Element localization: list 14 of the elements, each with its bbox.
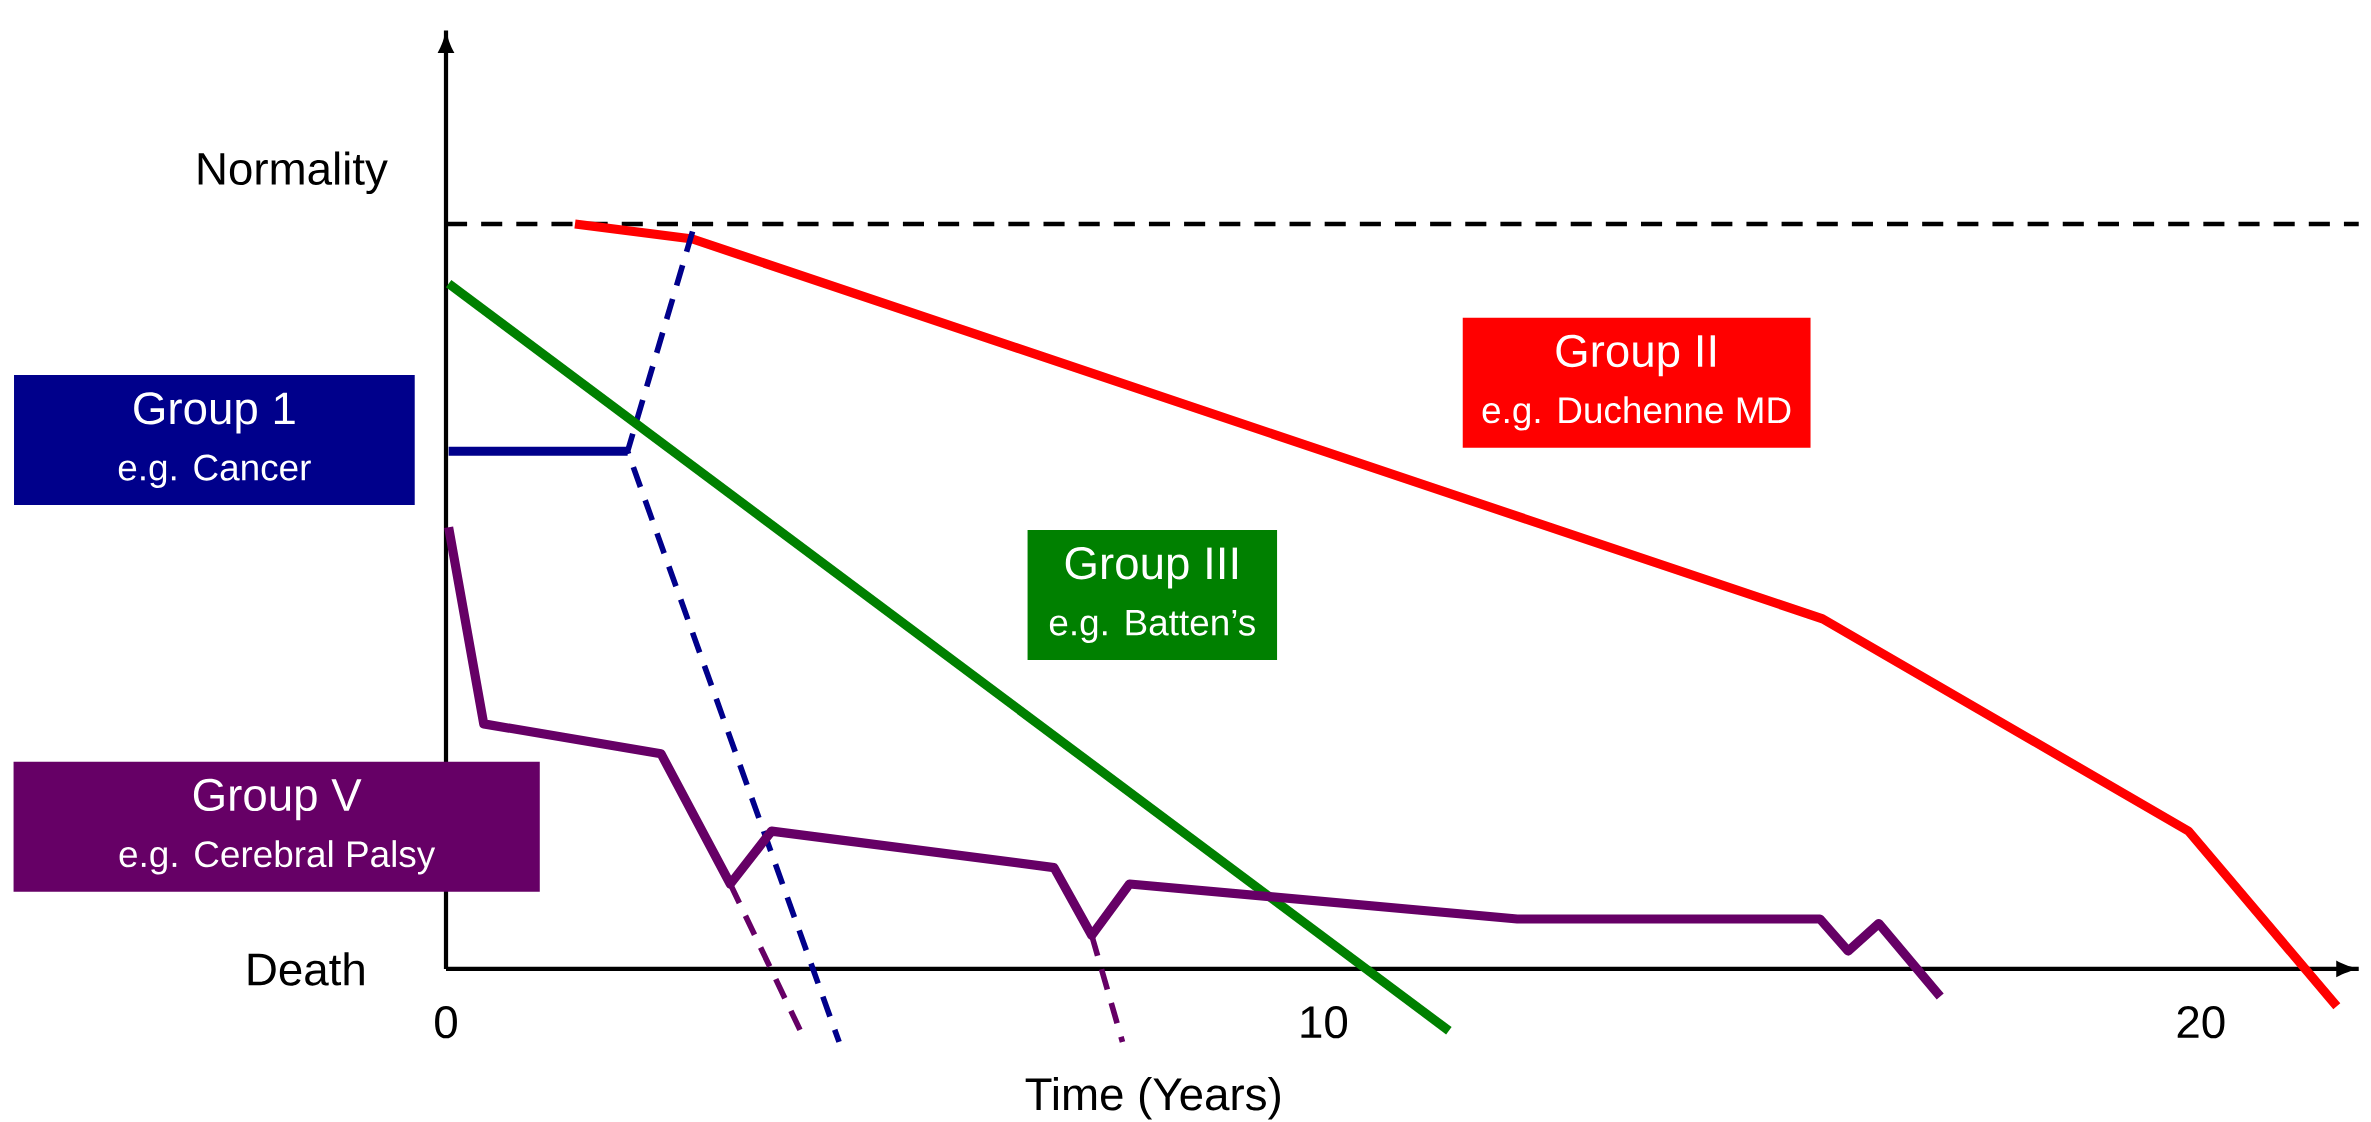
text: Group II [1556, 334, 1715, 377]
annotation: e.g. Batten’s [1049, 609, 1255, 643]
x-axis-title: Time (Years) [1025, 1076, 1280, 1120]
text: Death [248, 952, 364, 986]
text: Group V [193, 778, 362, 821]
text: Group III [1065, 547, 1237, 589]
text: e.g. Cerebral Palsy [119, 840, 436, 875]
x-tick-label: 10 [1301, 1005, 1348, 1039]
ref-line-label: Normality [198, 151, 388, 195]
x-tick-label: 0 [435, 1005, 457, 1039]
annotation: e.g. Duchenne MD [1482, 396, 1791, 431]
x-tick-label: 20 [2177, 1005, 2225, 1039]
text: Group 1 [134, 392, 295, 434]
text: e.g. Cancer [118, 454, 311, 488]
